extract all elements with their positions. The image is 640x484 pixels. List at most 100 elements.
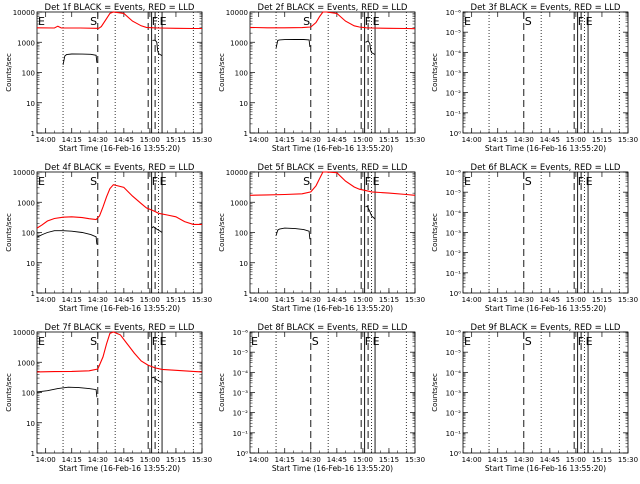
x-axis-label: Start Time (16-Feb-16 13:55:20) <box>272 144 393 153</box>
x-tick-label: 14:30 <box>301 296 321 304</box>
y-tick-label: 10⁻³ <box>446 390 462 398</box>
x-tick-label: 15:15 <box>166 136 186 144</box>
plot-frame <box>36 171 203 294</box>
y-tick-label: 1 <box>244 290 248 298</box>
y-tick-label: 10000 <box>13 329 35 337</box>
x-tick-label: 14:30 <box>301 136 321 144</box>
y-tick-label: 10⁻² <box>446 410 462 418</box>
y-axis-label: Counts/sec <box>218 53 226 92</box>
segment-marker-label: E <box>373 15 380 28</box>
segment-marker-label: S <box>312 335 319 348</box>
x-tick-label: 14:00 <box>249 456 269 464</box>
segment-marker-label: E <box>586 335 593 348</box>
y-tick-label: 10⁻² <box>446 90 462 98</box>
y-tick-label: 10⁻¹ <box>233 430 249 438</box>
y-tick-label: 10⁻³ <box>233 390 249 398</box>
segment-marker-label: F <box>152 335 158 348</box>
x-tick-label: 14:15 <box>62 456 82 464</box>
segment-marker-label: F <box>365 335 371 348</box>
x-tick-label: 15:15 <box>166 296 186 304</box>
x-tick-label: 14:15 <box>275 456 295 464</box>
x-tick-label: 14:00 <box>462 456 482 464</box>
x-axis-label: Start Time (16-Feb-16 13:55:20) <box>59 144 180 153</box>
chart-panel-9: Det 9f BLACK = Events, RED = LLD 10⁰ 10⁻¹ 1… <box>431 323 638 473</box>
chart-title: Det 4f BLACK = Events, RED = LLD <box>45 163 195 173</box>
y-tick-label: 10⁻⁵ <box>446 189 462 197</box>
segment-marker-label: F <box>578 175 584 188</box>
y-tick-label: 10⁰ <box>449 450 461 458</box>
lld-series-line <box>36 184 202 229</box>
y-tick-label: 10000 <box>226 169 248 177</box>
segment-marker-label: F <box>152 175 158 188</box>
x-tick-label: 14:30 <box>514 136 534 144</box>
x-tick-label: 14:45 <box>114 136 134 144</box>
x-axis-label: Start Time (16-Feb-16 13:55:20) <box>59 464 180 473</box>
x-tick-label: 14:00 <box>249 296 269 304</box>
x-tick-label: 15:15 <box>592 296 612 304</box>
y-tick-label: 10⁻² <box>446 250 462 258</box>
y-axis-label: Counts/sec <box>218 213 226 252</box>
segment-marker-label: S <box>525 335 532 348</box>
x-tick-label: 14:30 <box>88 456 108 464</box>
y-tick-label: 10000 <box>13 9 35 17</box>
y-axis-label: Counts/sec <box>218 373 226 412</box>
x-tick-label: 14:45 <box>327 136 347 144</box>
y-tick-label: 10⁻⁶ <box>446 169 462 177</box>
x-axis-label: Start Time (16-Feb-16 13:55:20) <box>272 464 393 473</box>
plot-frame <box>36 11 203 134</box>
x-tick-label: 14:00 <box>36 456 56 464</box>
plot-frame <box>36 331 203 454</box>
segment-marker-label: E <box>160 175 167 188</box>
y-tick-label: 1 <box>31 130 35 138</box>
events-series-line <box>365 205 376 220</box>
y-tick-label: 10 <box>26 420 35 428</box>
y-tick-label: 10⁻¹ <box>446 270 462 278</box>
x-tick-label: 14:15 <box>488 296 508 304</box>
chart-panel-2: Det 2f BLACK = Events, RED = LLD 1 10 100 10… <box>218 3 425 153</box>
segment-marker-label: E <box>586 175 593 188</box>
x-tick-label: 15:30 <box>405 136 425 144</box>
x-tick-label: 14:15 <box>62 296 82 304</box>
x-tick-label: 14:30 <box>514 456 534 464</box>
x-axis-label: Start Time (16-Feb-16 13:55:20) <box>485 304 606 313</box>
x-tick-label: 15:00 <box>353 456 373 464</box>
x-tick-label: 15:15 <box>166 456 186 464</box>
lld-series-line <box>249 11 416 30</box>
y-tick-label: 100 <box>22 70 35 78</box>
chart-title: Det 5f BLACK = Events, RED = LLD <box>258 163 408 173</box>
segment-marker-label: E <box>38 15 45 28</box>
x-tick-label: 15:00 <box>353 296 373 304</box>
x-tick-label: 14:45 <box>327 296 347 304</box>
lld-series-line <box>36 331 203 373</box>
y-tick-label: 1000 <box>17 39 35 47</box>
y-tick-label: 10⁻¹ <box>446 110 462 118</box>
y-tick-label: 10⁻⁶ <box>446 329 462 337</box>
x-tick-label: 14:15 <box>488 136 508 144</box>
y-tick-label: 1 <box>31 290 35 298</box>
x-tick-label: 14:30 <box>88 296 108 304</box>
y-tick-label: 10000 <box>13 169 35 177</box>
lld-series-line <box>36 11 202 30</box>
segment-marker-label: E <box>38 175 45 188</box>
y-tick-label: 10⁻² <box>233 410 249 418</box>
segment-marker-label: S <box>90 335 97 348</box>
chart-panel-1: Det 1f BLACK = Events, RED = LLD 1 10 100 10… <box>5 3 212 153</box>
x-tick-label: 15:30 <box>192 136 212 144</box>
x-tick-label: 15:00 <box>353 136 373 144</box>
y-tick-label: 100 <box>235 230 248 238</box>
x-tick-label: 15:15 <box>379 136 399 144</box>
y-axis-label: Counts/sec <box>5 53 13 92</box>
y-tick-label: 10⁰ <box>449 290 461 298</box>
chart-title: Det 7f BLACK = Events, RED = LLD <box>45 323 195 333</box>
x-tick-label: 14:45 <box>540 296 560 304</box>
segment-marker-label: E <box>464 335 471 348</box>
chart-panel-5: Det 5f BLACK = Events, RED = LLD 1 10 100 10… <box>218 163 425 313</box>
y-axis-label: Counts/sec <box>431 53 439 92</box>
x-tick-label: 15:30 <box>192 456 212 464</box>
x-tick-label: 15:15 <box>379 296 399 304</box>
x-tick-label: 14:00 <box>462 296 482 304</box>
x-tick-label: 14:30 <box>301 456 321 464</box>
y-axis-label: Counts/sec <box>5 213 13 252</box>
segment-marker-label: S <box>525 15 532 28</box>
y-tick-label: 10⁻⁴ <box>446 209 462 217</box>
